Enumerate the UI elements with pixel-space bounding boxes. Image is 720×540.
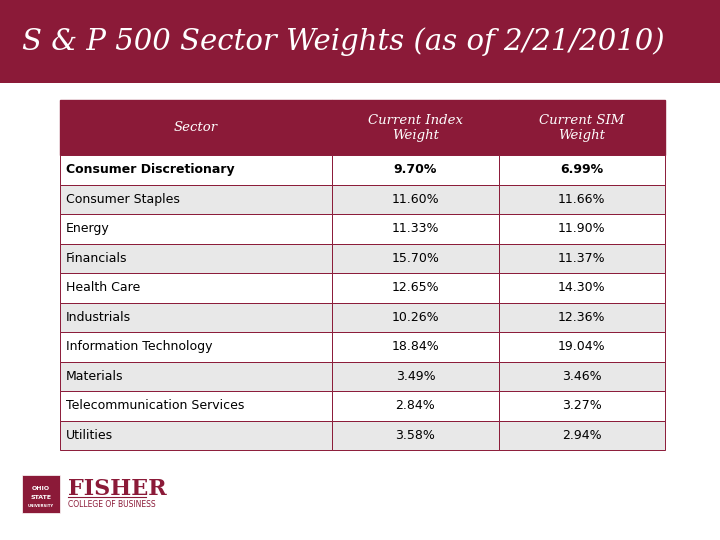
Bar	[499, 273, 665, 302]
Text: 3.27%: 3.27%	[562, 399, 602, 412]
Bar	[60, 100, 332, 155]
Bar	[22, 475, 60, 513]
Text: 11.66%: 11.66%	[558, 193, 606, 206]
Bar	[60, 185, 332, 214]
Bar	[332, 391, 499, 421]
Bar	[499, 421, 665, 450]
Text: Materials: Materials	[66, 370, 124, 383]
Text: Sector: Sector	[174, 121, 218, 134]
Bar	[0, 0, 720, 83]
Bar	[332, 361, 499, 391]
Text: Current Index
Weight: Current Index Weight	[368, 113, 463, 141]
Text: 2.84%: 2.84%	[395, 399, 436, 412]
Bar	[499, 361, 665, 391]
Bar	[60, 273, 332, 302]
Text: Energy: Energy	[66, 222, 109, 235]
Bar	[60, 214, 332, 244]
Bar	[60, 391, 332, 421]
Text: Utilities: Utilities	[66, 429, 113, 442]
Text: Consumer Staples: Consumer Staples	[66, 193, 180, 206]
Bar	[60, 361, 332, 391]
Text: 9.70%: 9.70%	[394, 163, 437, 176]
Bar	[499, 391, 665, 421]
Text: Health Care: Health Care	[66, 281, 140, 294]
Bar	[332, 155, 499, 185]
Text: 15.70%: 15.70%	[392, 252, 439, 265]
Bar	[499, 332, 665, 361]
Bar	[499, 244, 665, 273]
Bar	[60, 155, 332, 185]
Bar	[499, 214, 665, 244]
Text: Current SIM
Weight: Current SIM Weight	[539, 113, 624, 141]
Text: 11.37%: 11.37%	[558, 252, 606, 265]
Bar	[332, 421, 499, 450]
Bar	[499, 100, 665, 155]
Bar	[332, 244, 499, 273]
Bar	[60, 244, 332, 273]
Text: OHIO: OHIO	[32, 486, 50, 491]
Text: 2.94%: 2.94%	[562, 429, 602, 442]
Text: COLLEGE OF BUSINESS: COLLEGE OF BUSINESS	[68, 500, 156, 509]
Text: 14.30%: 14.30%	[558, 281, 606, 294]
Text: 18.84%: 18.84%	[392, 340, 439, 353]
Text: 11.90%: 11.90%	[558, 222, 606, 235]
Text: UNIVERSITY: UNIVERSITY	[28, 504, 54, 508]
Text: Consumer Discretionary: Consumer Discretionary	[66, 163, 235, 176]
Bar	[60, 332, 332, 361]
Text: 3.58%: 3.58%	[395, 429, 436, 442]
Bar	[60, 302, 332, 332]
Bar	[499, 302, 665, 332]
Text: FISHER: FISHER	[68, 478, 166, 501]
Text: 12.36%: 12.36%	[558, 310, 606, 324]
Text: STATE: STATE	[30, 495, 52, 500]
Text: Information Technology: Information Technology	[66, 340, 212, 353]
Bar	[499, 185, 665, 214]
Bar	[332, 273, 499, 302]
Bar	[332, 332, 499, 361]
Text: 10.26%: 10.26%	[392, 310, 439, 324]
Text: 19.04%: 19.04%	[558, 340, 606, 353]
Text: S & P 500 Sector Weights (as of 2/21/2010): S & P 500 Sector Weights (as of 2/21/201…	[22, 27, 665, 56]
Text: 6.99%: 6.99%	[560, 163, 603, 176]
Text: Financials: Financials	[66, 252, 127, 265]
Text: Industrials: Industrials	[66, 310, 131, 324]
Text: 11.60%: 11.60%	[392, 193, 439, 206]
Bar	[332, 302, 499, 332]
Text: 11.33%: 11.33%	[392, 222, 439, 235]
Text: 3.49%: 3.49%	[395, 370, 436, 383]
Text: Telecommunication Services: Telecommunication Services	[66, 399, 244, 412]
Text: 12.65%: 12.65%	[392, 281, 439, 294]
Bar	[332, 100, 499, 155]
Bar	[60, 421, 332, 450]
Text: 3.46%: 3.46%	[562, 370, 602, 383]
Bar	[332, 214, 499, 244]
Bar	[332, 185, 499, 214]
Bar	[499, 155, 665, 185]
